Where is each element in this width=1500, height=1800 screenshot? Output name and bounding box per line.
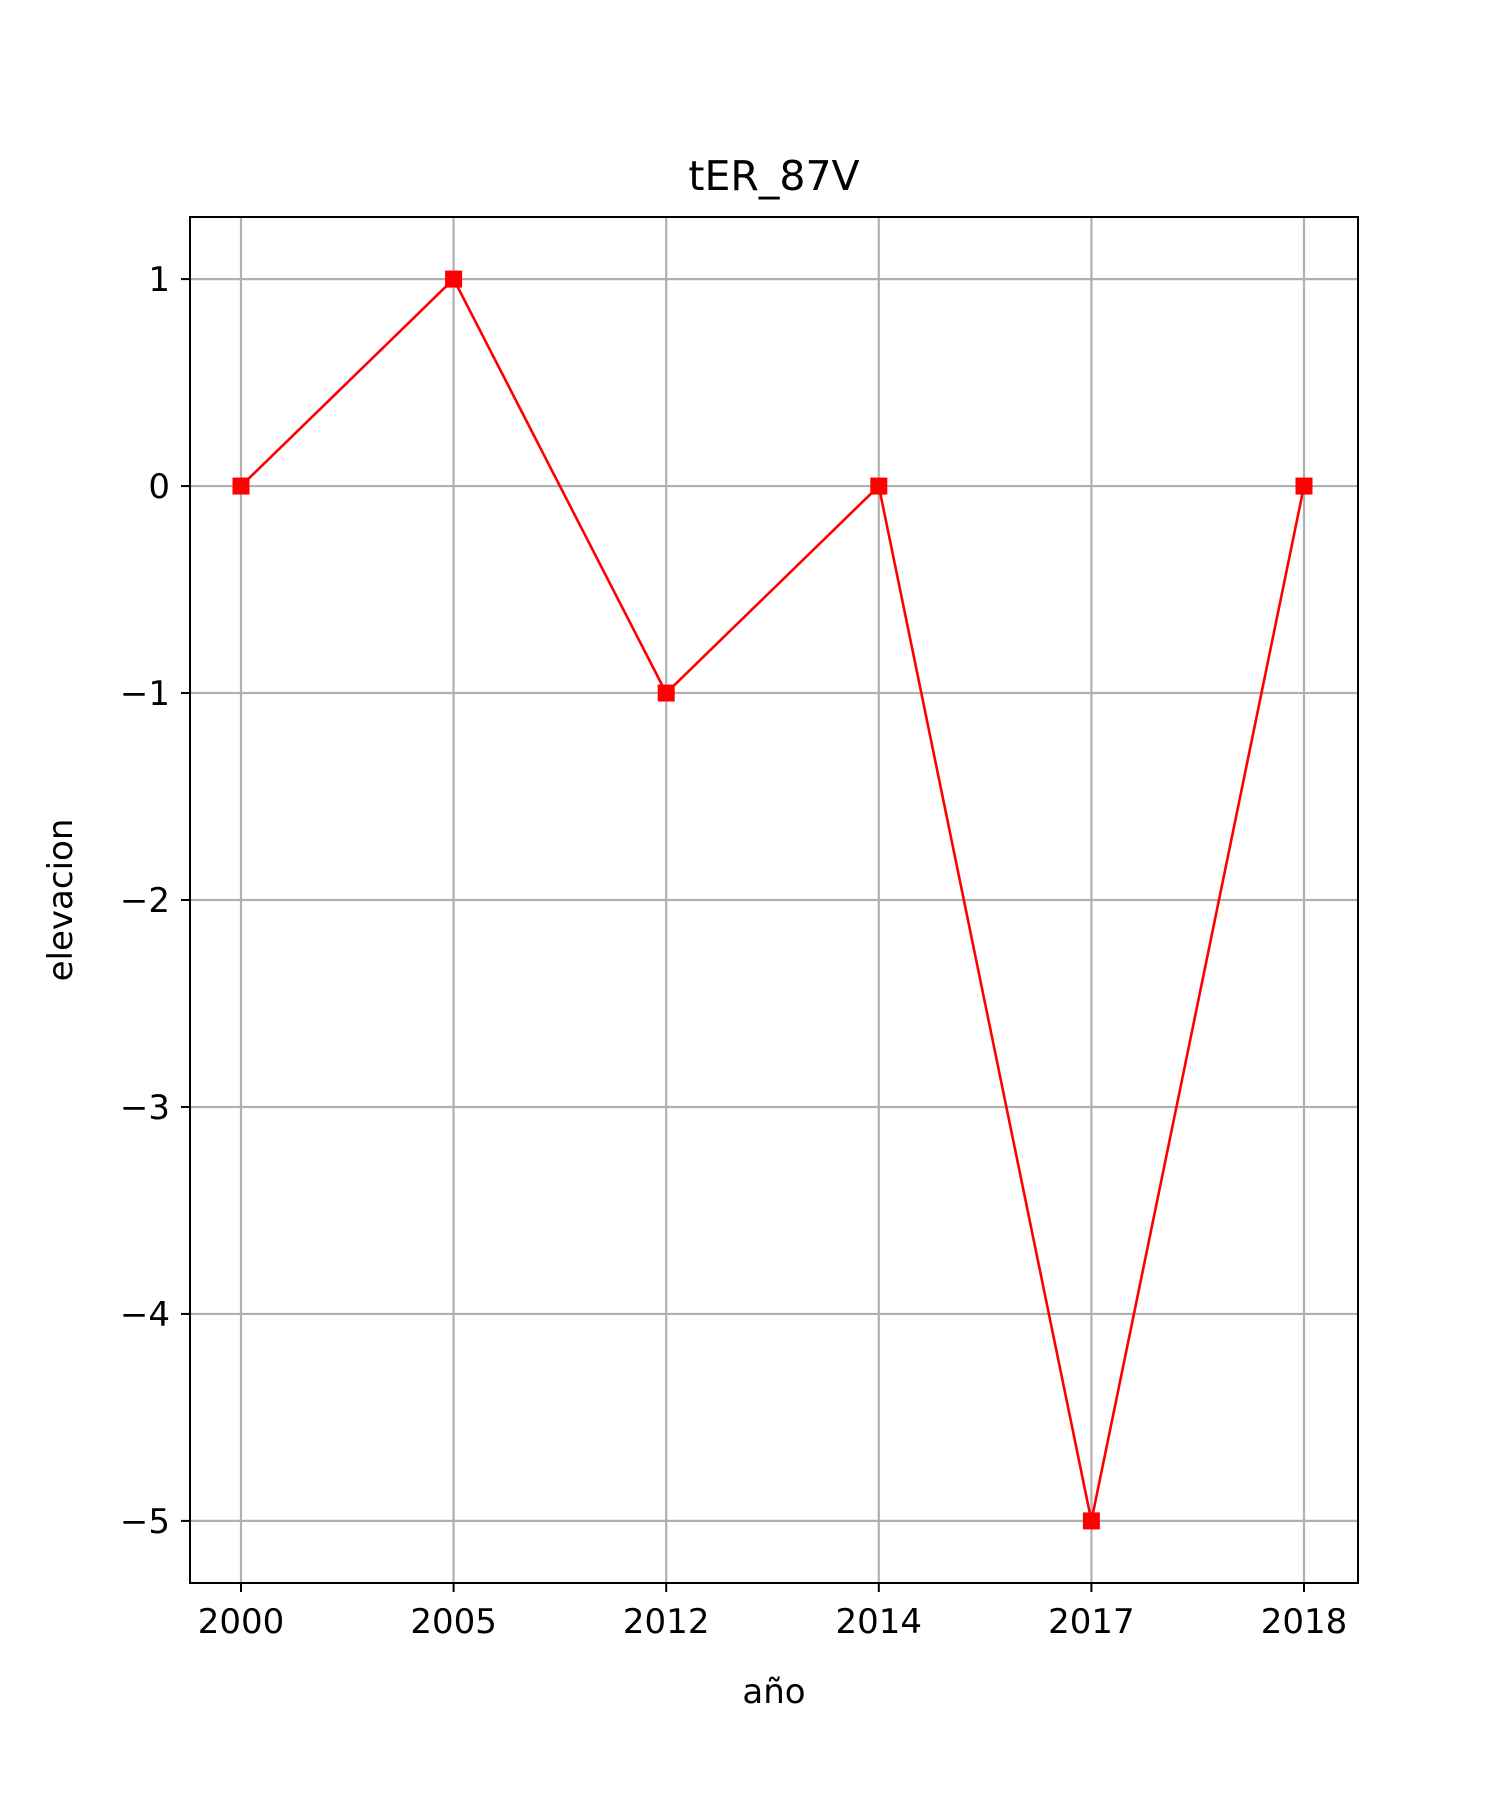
y-tick-label: 0 — [148, 467, 170, 507]
x-tick-label: 2018 — [1261, 1602, 1348, 1642]
y-tick-label: −2 — [120, 881, 170, 921]
x-tick-label: 2012 — [623, 1602, 710, 1642]
data-point-marker — [657, 684, 675, 702]
series-line — [240, 276, 1306, 1522]
y-tick-label: −4 — [120, 1295, 170, 1335]
x-tick-label: 2005 — [410, 1602, 497, 1642]
x-tick-label: 2014 — [836, 1602, 923, 1642]
data-point-marker — [1082, 1512, 1100, 1530]
series-layer — [232, 270, 1313, 1530]
y-tick-label: −3 — [120, 1088, 170, 1128]
data-point-marker — [1295, 477, 1313, 495]
axis-ticks: 2000 2005 2012 2014 2017 2018 1 0 −1 −2 −3 −4 −5 — [120, 260, 1347, 1642]
y-tick-label: 1 — [148, 260, 170, 300]
grid — [190, 217, 1358, 1583]
y-tick-label: −5 — [120, 1502, 170, 1542]
plot-frame — [189, 216, 1359, 1584]
y-tick-label: −1 — [120, 674, 170, 714]
data-point-marker — [445, 270, 463, 288]
x-axis-label: año — [742, 1672, 805, 1712]
y-axis-label: elevacion — [41, 819, 81, 982]
data-point-marker — [870, 477, 888, 495]
data-point-marker — [232, 477, 250, 495]
chart-title: tER_87V — [688, 152, 859, 200]
x-tick-label: 2017 — [1048, 1602, 1135, 1642]
x-tick-label: 2000 — [198, 1602, 285, 1642]
